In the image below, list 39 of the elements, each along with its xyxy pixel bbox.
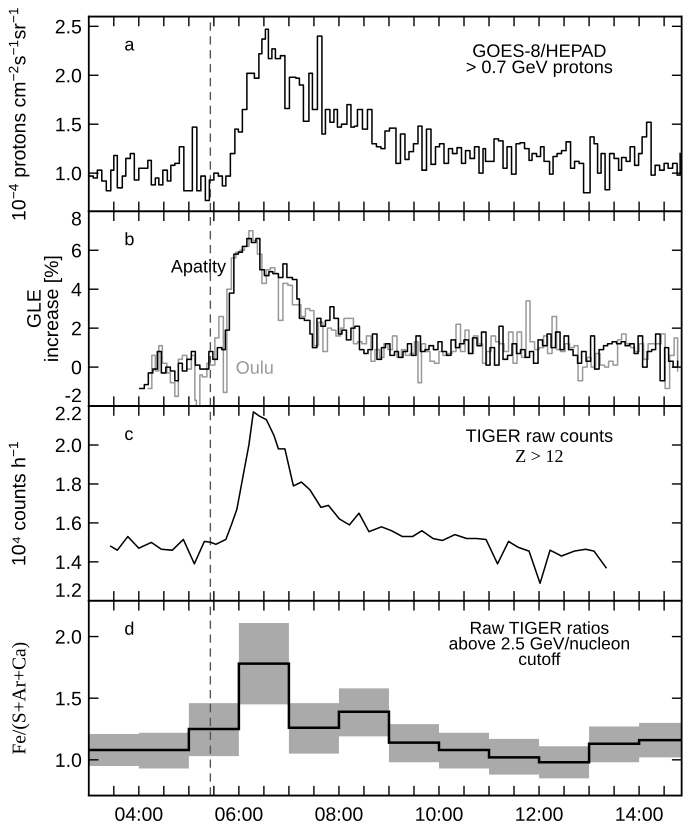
x-tick-label: 14:00 [616, 807, 663, 821]
y-axis-title: Fe/(S+Ar+Ca) [12, 642, 30, 754]
y-axis-title: 10$^{−4}$ protons cm$^{−2}$s$^{−1}$sr$^{−1}$ [8, 8, 30, 220]
y-tick-label: 1.5 [56, 118, 82, 132]
y-tick-label: 1.5 [56, 692, 82, 706]
y-axis-title: GLE increase [%] [27, 256, 62, 361]
annotation: a [125, 40, 134, 51]
y-tick-label: 1.4 [56, 556, 82, 569]
y-tick-label: 4 [71, 282, 82, 296]
y-tick-label: -2 [65, 388, 81, 402]
x-tick-label: 12:00 [516, 807, 563, 821]
annotation: Raw TIGER ratios above 2.5 GeV/nucleon cutoff [449, 621, 629, 666]
y-tick-label: 0 [72, 360, 82, 374]
y-tick-label: 1.8 [56, 477, 81, 492]
x-tick-label: 04:00 [115, 807, 162, 821]
y-axis-title: 10⁴ counts h$^{−1}$ [8, 442, 26, 565]
y-tick-label: 2.0 [56, 438, 82, 452]
series-label: Oulu [236, 360, 273, 374]
series-label: Apatity [170, 259, 226, 276]
y-tick-label: 1.0 [56, 753, 82, 768]
y-tick-label: 2.0 [56, 68, 82, 82]
y-tick-label: 1.6 [56, 516, 81, 530]
annotation: Z > 12 [516, 450, 563, 462]
annotation: b [126, 232, 134, 246]
y-tick-label: 2.2 [56, 406, 81, 420]
y-tick-label: 1.2 [56, 583, 81, 597]
annotation: GOES-8/HEPAD > 0.7 GeV protons [466, 44, 612, 77]
y-tick-label: 2.5 [56, 20, 82, 34]
x-tick-label: 08:00 [315, 807, 363, 821]
annotation: c [125, 430, 133, 440]
y-tick-label: 2 [72, 322, 81, 336]
x-tick-label: 06:00 [215, 807, 262, 821]
y-tick-label: 8 [72, 212, 81, 226]
y-tick-label: 6 [72, 244, 81, 258]
y-tick-label: 1.0 [56, 166, 82, 180]
annotation: TIGER raw counts [466, 429, 612, 442]
annotation: d [125, 622, 134, 635]
y-tick-label: 2.0 [56, 630, 82, 644]
x-tick-label: 10:00 [416, 807, 463, 821]
